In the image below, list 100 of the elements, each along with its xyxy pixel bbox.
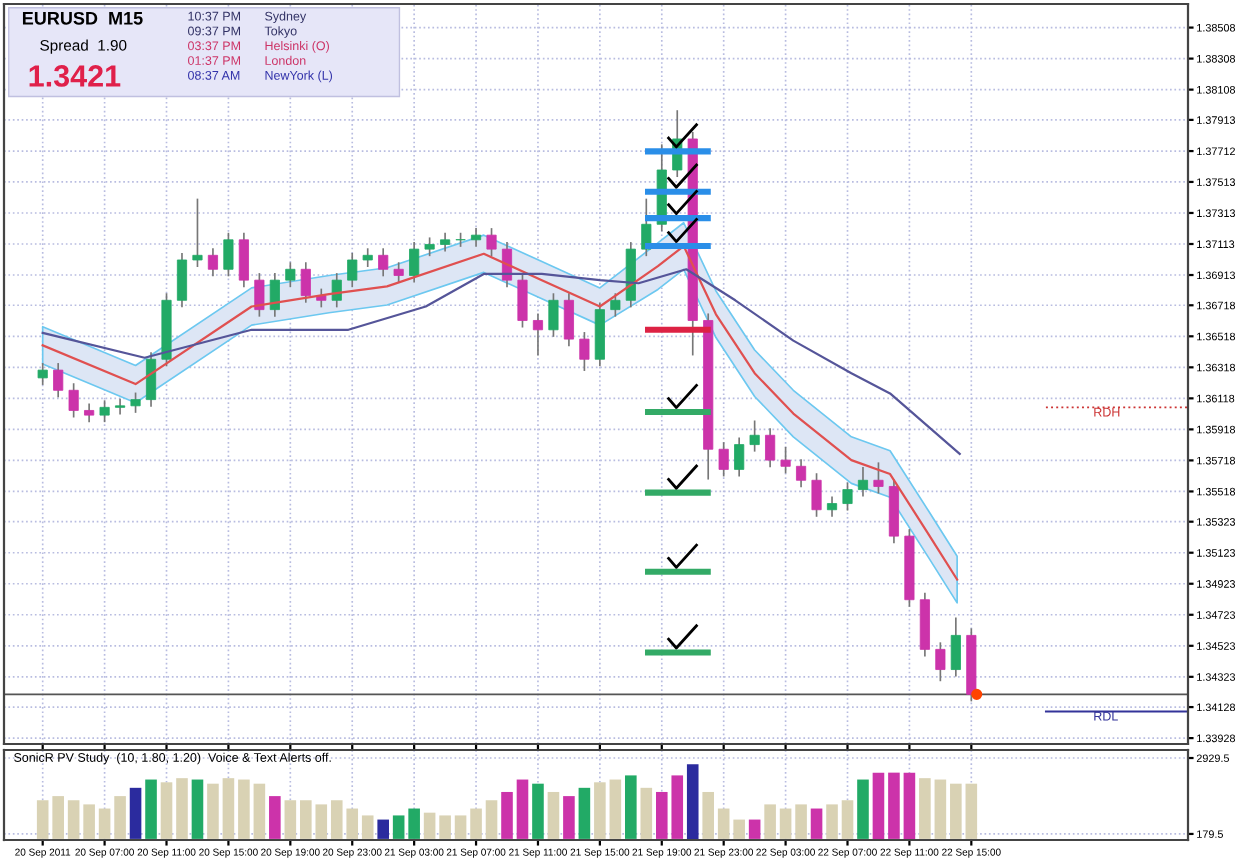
candlestick <box>130 392 141 413</box>
bar <box>485 800 498 839</box>
candlestick <box>409 242 420 283</box>
bar <box>222 778 235 839</box>
candlestick <box>176 252 188 308</box>
bar <box>176 778 188 839</box>
candlestick <box>749 420 760 452</box>
bar <box>284 800 297 839</box>
bar <box>934 779 947 839</box>
candlestick <box>192 198 203 268</box>
candlestick <box>796 459 807 488</box>
candlestick <box>269 273 280 317</box>
bar <box>129 787 142 839</box>
candlestick <box>811 473 822 517</box>
candlestick <box>378 248 389 277</box>
candlestick <box>223 232 234 277</box>
bar <box>547 791 560 839</box>
bar <box>563 796 575 839</box>
bar <box>408 808 420 839</box>
candlestick <box>238 232 249 288</box>
candlestick <box>563 293 574 347</box>
candlestick <box>362 248 373 268</box>
bar <box>779 808 792 839</box>
bar <box>857 779 869 839</box>
bar <box>872 772 885 839</box>
candlestick <box>718 442 729 477</box>
candlestick <box>331 273 342 308</box>
bar <box>764 804 776 839</box>
bar <box>640 787 653 839</box>
bar <box>392 815 405 839</box>
candlestick <box>950 617 961 677</box>
bar <box>919 778 931 839</box>
candlestick <box>579 332 590 371</box>
candlestick <box>285 262 296 288</box>
line-series <box>41 268 961 456</box>
candlestick <box>548 293 559 337</box>
bar <box>702 791 715 839</box>
bar <box>532 783 544 839</box>
annotation: 1.3421 <box>29 65 121 87</box>
candlestick <box>765 428 776 468</box>
candlestick <box>826 496 838 517</box>
bar <box>965 783 978 839</box>
candlestick <box>780 446 791 474</box>
candlestick <box>300 262 311 303</box>
bar <box>114 796 126 839</box>
bar <box>191 779 204 839</box>
candlestick <box>99 400 110 423</box>
candlestick <box>532 313 544 356</box>
bar <box>470 808 482 839</box>
bar <box>625 775 637 839</box>
bar <box>145 779 157 839</box>
candlestick <box>254 273 265 317</box>
bar <box>578 787 591 839</box>
candlestick <box>115 398 126 415</box>
bar <box>841 800 854 839</box>
bar <box>207 783 219 839</box>
bar <box>594 782 606 839</box>
candlestick <box>440 232 451 252</box>
candlestick <box>842 482 853 511</box>
bar <box>501 791 513 839</box>
chart-title: EURUSD M15 <box>22 11 143 25</box>
bar <box>826 804 838 839</box>
candlestick <box>68 383 79 418</box>
bar <box>52 796 64 839</box>
bar <box>361 815 374 839</box>
bar <box>98 808 111 839</box>
bar <box>377 819 389 839</box>
bar <box>950 783 962 839</box>
bar <box>36 800 49 839</box>
bar <box>748 819 761 839</box>
candlestick <box>610 293 621 317</box>
bar <box>439 815 451 839</box>
bar <box>888 772 900 839</box>
bar <box>253 783 266 839</box>
bar <box>686 764 699 839</box>
candlestick <box>37 363 48 385</box>
bar <box>238 779 250 839</box>
candlestick <box>734 437 745 477</box>
bar <box>733 819 745 839</box>
candlestick <box>207 248 218 277</box>
candlestick <box>486 228 497 257</box>
candlestick <box>517 273 528 328</box>
bar <box>423 812 436 839</box>
bar <box>160 782 173 839</box>
bar <box>717 808 730 839</box>
bar <box>903 772 916 839</box>
candlestick <box>470 228 482 247</box>
candlestick <box>393 262 404 283</box>
candlestick <box>84 403 95 423</box>
candlestick <box>935 642 946 682</box>
bar <box>795 804 807 839</box>
bar <box>269 796 281 839</box>
candlestick <box>347 252 358 288</box>
candlestick <box>145 352 157 407</box>
bar <box>83 804 95 839</box>
candlestick <box>857 467 869 497</box>
bar <box>609 779 622 839</box>
bar <box>516 779 529 839</box>
bar <box>67 800 80 839</box>
candlestick <box>53 363 64 398</box>
